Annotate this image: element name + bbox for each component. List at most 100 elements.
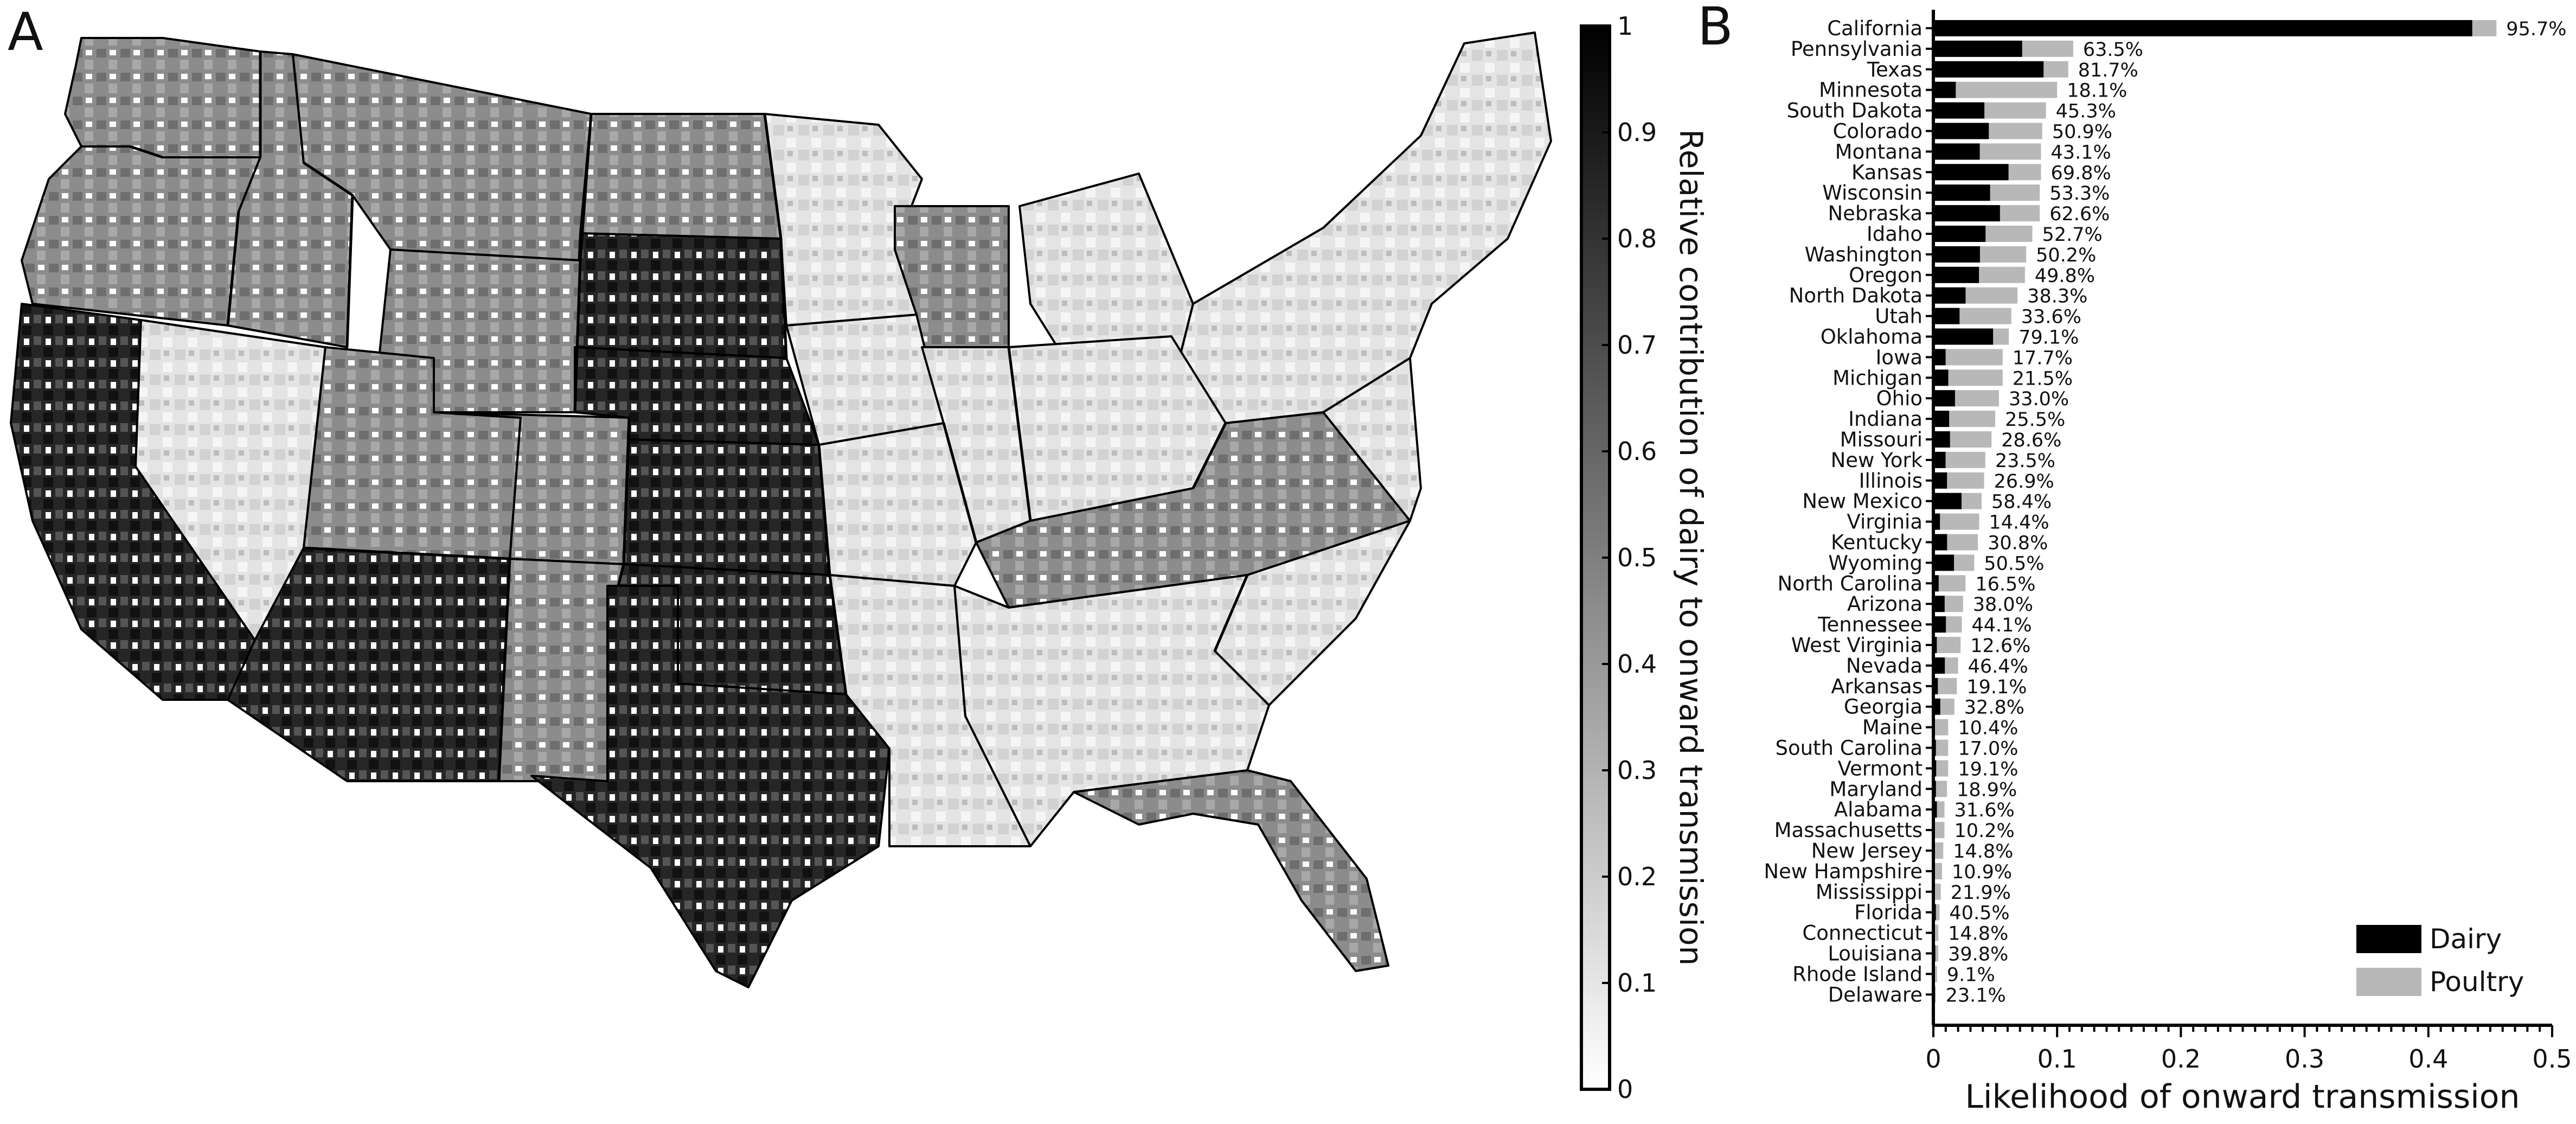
bar-data-label: 38.3% — [2027, 286, 2087, 308]
y-tick-label: Tennessee — [1817, 613, 1923, 636]
bar-data-label: 17.7% — [2013, 347, 2073, 369]
map-region-virginia-carolinas — [1214, 357, 1422, 706]
bar-data-label: 44.1% — [1971, 615, 2032, 636]
bar-dairy — [1933, 205, 2000, 222]
bar-data-label: 10.2% — [1955, 820, 2015, 842]
bar-data-label: 23.1% — [1946, 985, 2006, 1006]
y-tick-label: Kansas — [1851, 161, 1923, 184]
bar-dairy — [1933, 513, 1940, 530]
bar-data-label: 46.4% — [1968, 656, 2028, 678]
y-tick-label: Ohio — [1876, 387, 1923, 410]
colorbar-tick-label: 0 — [1617, 1075, 1633, 1104]
y-tick-label: Nevada — [1846, 654, 1923, 678]
x-tick-label: 0.5 — [2532, 1044, 2572, 1074]
y-tick-label: Utah — [1875, 305, 1923, 328]
bar-data-label: 79.1% — [2018, 327, 2079, 349]
bar-data-label: 18.1% — [2067, 80, 2127, 102]
bar-dairy — [1933, 472, 1947, 489]
bar-data-label: 95.7% — [2506, 18, 2566, 40]
map-region-oregon — [21, 145, 261, 327]
bar-data-label: 32.8% — [1964, 697, 2024, 719]
bar-dairy — [1933, 226, 1986, 242]
x-tick-label: 0.4 — [2408, 1044, 2448, 1074]
legend-swatch-dairy — [2356, 925, 2421, 953]
bar-dairy — [1933, 431, 1950, 448]
bar-data-label: 10.4% — [1958, 718, 2018, 739]
bar-poultry — [1933, 966, 1937, 982]
y-tick-label: South Carolina — [1775, 737, 1923, 760]
y-tick-label: West Virginia — [1791, 634, 1923, 657]
y-tick-label: Arkansas — [1831, 675, 1923, 698]
bar-poultry — [1933, 904, 1940, 921]
bar-poultry — [1933, 822, 1945, 839]
colorbar-ticks: 0 0.1 0.2 0.3 0.4 0.5 0.6 0.7 0.8 0.9 1 — [1602, 11, 1657, 1104]
bar-dairy — [1933, 493, 1962, 509]
colorbar-tick-label: 0.1 — [1617, 968, 1657, 998]
colorbar-tick-label: 0.2 — [1617, 862, 1657, 891]
y-tick-label: Mississippi — [1816, 880, 1923, 904]
y-tick-label: Minnesota — [1819, 79, 1923, 102]
bar-data-label: 19.1% — [1958, 758, 2018, 780]
bar-poultry — [1933, 924, 1939, 941]
bar-data-label: 25.5% — [2005, 409, 2065, 431]
y-tick-label: North Carolina — [1778, 572, 1923, 595]
map-region-kansas — [623, 438, 831, 576]
y-tick-label: Delaware — [1828, 983, 1923, 1006]
bar-data-label: 33.6% — [2021, 306, 2081, 328]
bar-poultry — [1933, 575, 1966, 592]
colorbar-tick-label: 0.8 — [1617, 224, 1657, 253]
colorbar-tick-label: 0.3 — [1617, 756, 1657, 785]
y-tick-label: Wisconsin — [1822, 181, 1923, 205]
y-tick-label: Pennsylvania — [1791, 37, 1923, 61]
y-tick-label: Georgia — [1844, 695, 1923, 719]
bar-data-label: 16.5% — [1975, 573, 2035, 595]
colorbar-tick-label: 0.6 — [1617, 437, 1657, 466]
bar-data-label: 81.7% — [2078, 60, 2138, 81]
map-region-texas — [530, 585, 890, 988]
bar-data-label: 43.1% — [2051, 142, 2111, 163]
y-tick-label: Florida — [1854, 901, 1923, 924]
bar-dairy — [1933, 698, 1940, 715]
y-tick-label: Oregon — [1849, 264, 1923, 287]
bar-dairy — [1933, 123, 1989, 139]
legend: Dairy Poultry — [2356, 923, 2524, 998]
y-tick-label: Massachusetts — [1774, 819, 1923, 842]
bar-dairy — [1933, 411, 1950, 427]
bar-dairy — [1933, 61, 2044, 78]
bar-data-label: 18.9% — [1957, 779, 2017, 801]
bar-data-label: 9.1% — [1947, 964, 1995, 986]
bar-data-label: 33.0% — [2009, 388, 2069, 410]
bar-poultry — [1933, 513, 1979, 530]
map-region-north-dakota — [579, 113, 782, 240]
bar-dairy — [1933, 328, 1994, 345]
legend-swatch-poultry — [2356, 968, 2421, 996]
y-tick-label: Maryland — [1829, 777, 1923, 801]
bar-data-label: 49.8% — [2035, 265, 2095, 287]
y-tick-label: Wyoming — [1828, 551, 1923, 574]
colorbar-tick-label: 0.7 — [1617, 330, 1657, 360]
bar-dairy — [1933, 616, 1946, 633]
y-tick-label: Texas — [1867, 58, 1923, 81]
bar-dairy — [1933, 369, 1949, 386]
bar-data-label: 50.5% — [1984, 553, 2044, 574]
bar-dairy — [1933, 596, 1945, 612]
bar-poultry — [1933, 945, 1939, 962]
bar-data-label: 39.8% — [1948, 944, 2008, 966]
y-tick-label: Nebraska — [1828, 202, 1923, 225]
bar-data-label: 14.8% — [1953, 841, 2013, 863]
bar-poultry — [1933, 863, 1942, 879]
bar-dairy — [1933, 308, 1960, 324]
bar-data-label: 23.5% — [1995, 450, 2055, 472]
map-state-borders — [130, 52, 1249, 782]
bar-data-label: 10.9% — [1952, 861, 2012, 883]
y-tick-label: Kentucky — [1831, 531, 1923, 554]
bar-dairy — [1933, 81, 1956, 98]
y-tick-label: Washington — [1805, 243, 1923, 266]
x-tick-label: 0 — [1925, 1044, 1941, 1074]
bar-dairy — [1933, 534, 1947, 551]
y-tick-label: Arizona — [1847, 592, 1923, 616]
x-axis-ticks: 0 0.1 0.2 0.3 0.4 0.5 — [1925, 1025, 2572, 1074]
colorbar-tick-label: 0.9 — [1617, 118, 1657, 147]
y-tick-label: Idaho — [1867, 222, 1923, 246]
bar-dairy — [1933, 246, 1980, 263]
